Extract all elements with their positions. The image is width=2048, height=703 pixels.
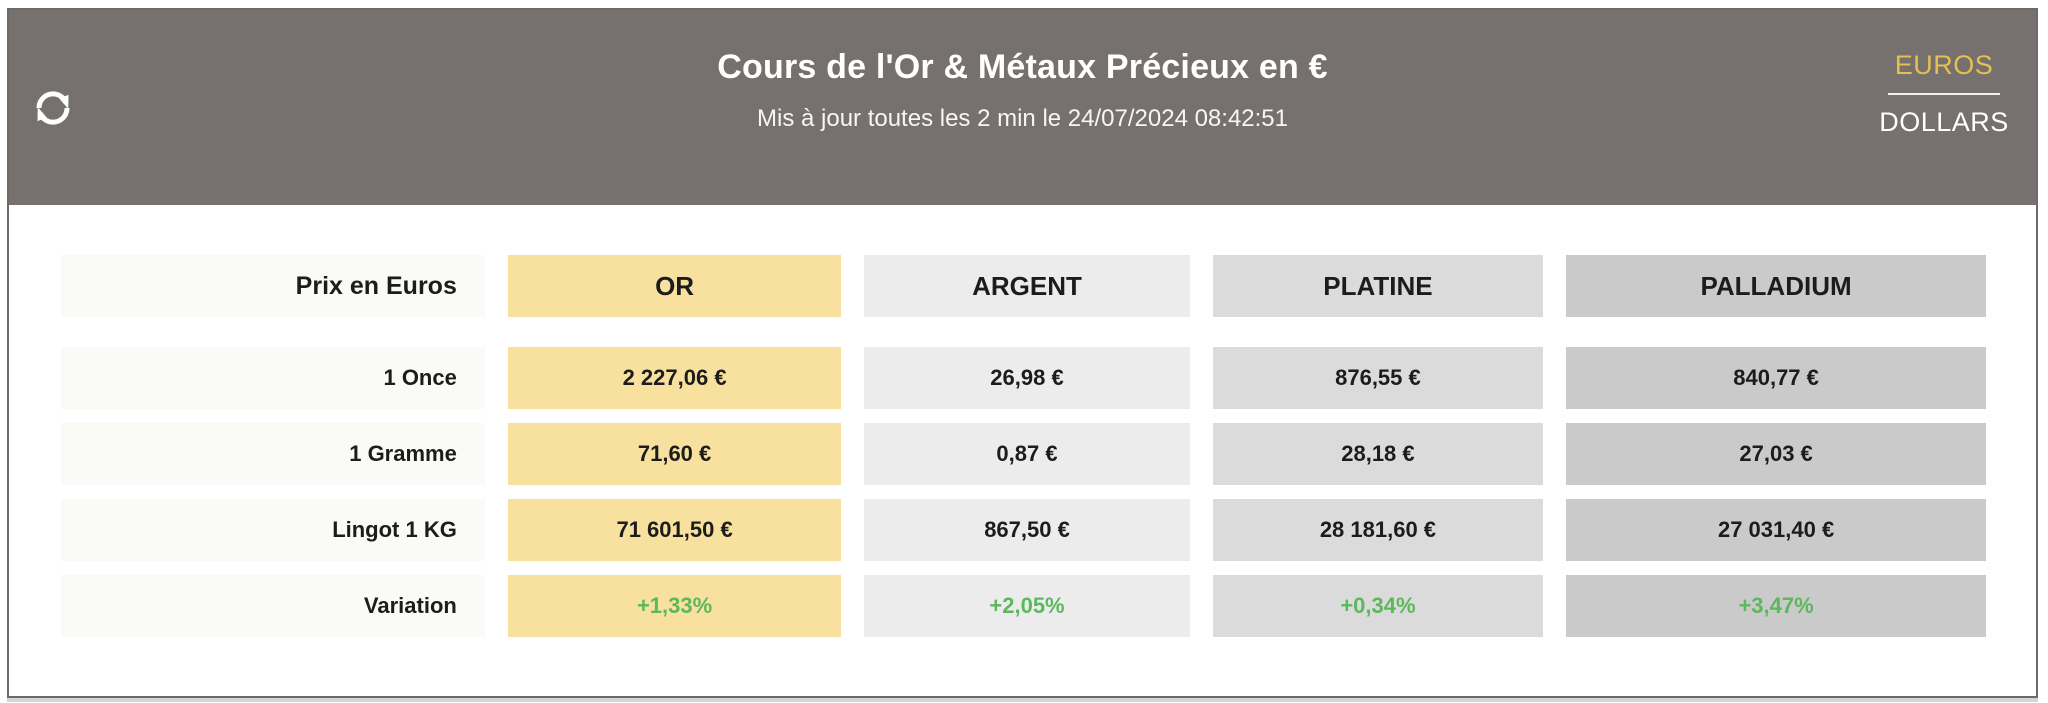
cell-argent-gramme: 0,87 € [864, 423, 1190, 485]
cell-palladium-lingot: 27 031,40 € [1566, 499, 1986, 561]
table-header-row: Prix en Euros OR ARGENT PLATINE PALLADIU… [61, 255, 1986, 317]
cell-platine-once: 876,55 € [1212, 347, 1544, 409]
table-row-gramme: 1 Gramme 71,60 € 0,87 € 28,18 € 27,03 € [61, 423, 1986, 485]
row-label: Lingot 1 KG [61, 499, 485, 561]
header-titles: Cours de l'Or & Métaux Précieux en € Mis… [9, 10, 2036, 133]
table-corner-label: Prix en Euros [61, 255, 485, 317]
currency-toggle: EUROS DOLLARS [1874, 50, 2014, 138]
cell-platine-variation: +0,34% [1212, 575, 1544, 637]
cell-platine-gramme: 28,18 € [1212, 423, 1544, 485]
cell-palladium-variation: +3,47% [1566, 575, 1986, 637]
column-header-platine: PLATINE [1212, 255, 1544, 317]
cell-or-gramme: 71,60 € [507, 423, 842, 485]
currency-euros-button[interactable]: EUROS [1874, 50, 2014, 81]
cell-platine-lingot: 28 181,60 € [1212, 499, 1544, 561]
gold-price-widget: Cours de l'Or & Métaux Précieux en € Mis… [7, 8, 2038, 698]
row-label: 1 Gramme [61, 423, 485, 485]
cell-argent-once: 26,98 € [864, 347, 1190, 409]
column-header-palladium: PALLADIUM [1566, 255, 1986, 317]
cell-or-lingot: 71 601,50 € [507, 499, 842, 561]
column-header-or: OR [507, 255, 842, 317]
table-row-variation: Variation +1,33% +2,05% +0,34% +3,47% [61, 575, 1986, 637]
cell-or-variation: +1,33% [507, 575, 842, 637]
last-updated-text: Mis à jour toutes les 2 min le 24/07/202… [757, 105, 1288, 132]
cell-argent-variation: +2,05% [864, 575, 1190, 637]
page-title: Cours de l'Or & Métaux Précieux en € [717, 48, 1328, 86]
table-row-lingot: Lingot 1 KG 71 601,50 € 867,50 € 28 181,… [61, 499, 1986, 561]
toggle-divider [1888, 93, 2000, 95]
cell-palladium-gramme: 27,03 € [1566, 423, 1986, 485]
currency-dollars-button[interactable]: DOLLARS [1874, 107, 2014, 138]
widget-header: Cours de l'Or & Métaux Précieux en € Mis… [9, 10, 2036, 205]
price-table: Prix en Euros OR ARGENT PLATINE PALLADIU… [9, 205, 2036, 637]
refresh-icon [29, 84, 81, 132]
row-label: 1 Once [61, 347, 485, 409]
cell-argent-lingot: 867,50 € [864, 499, 1190, 561]
cell-or-once: 2 227,06 € [507, 347, 842, 409]
column-header-argent: ARGENT [864, 255, 1190, 317]
cell-palladium-once: 840,77 € [1566, 347, 1986, 409]
refresh-button[interactable] [29, 82, 81, 134]
table-row-once: 1 Once 2 227,06 € 26,98 € 876,55 € 840,7… [61, 347, 1986, 409]
row-label: Variation [61, 575, 485, 637]
